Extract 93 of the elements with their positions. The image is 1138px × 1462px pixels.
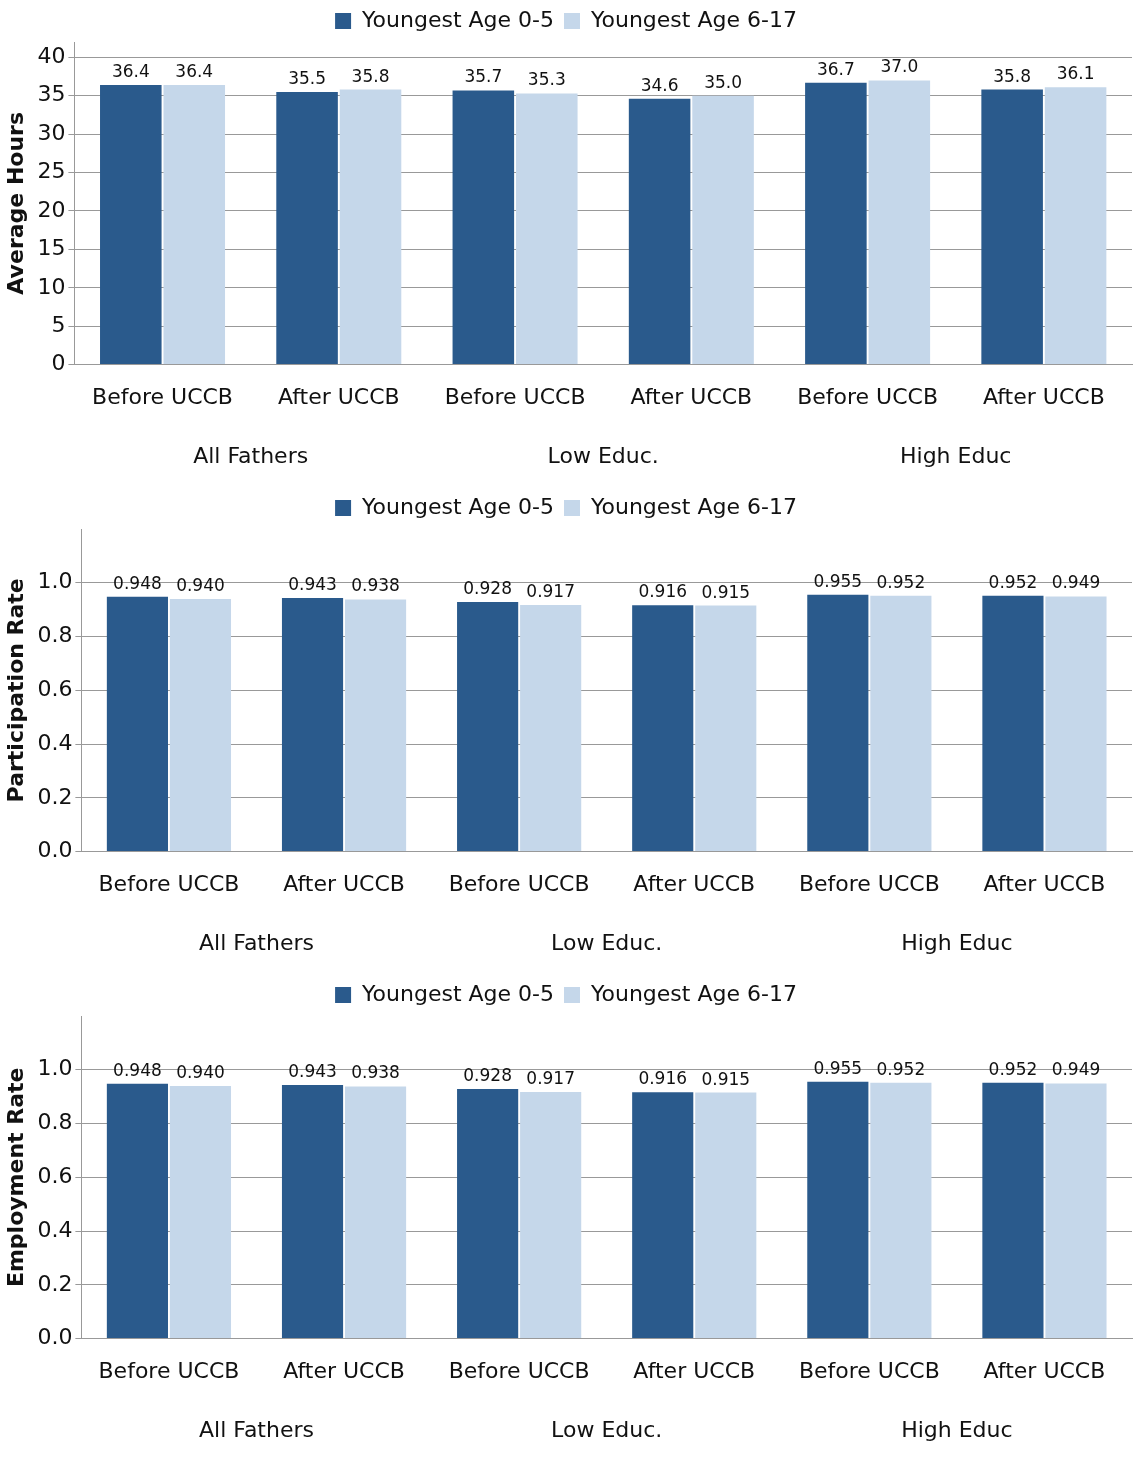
data-label: 36.4 [111,60,150,81]
y-tick-label: 5 [51,311,66,337]
y-tick-label: 1.0 [37,568,73,594]
x-tick-label: Before UCCB [798,870,940,896]
data-label: 0.949 [1051,1059,1101,1080]
data-label: 0.952 [876,1058,926,1079]
x-tick-label: After UCCB [633,870,756,896]
y-axis-title: Average Hours [2,111,28,295]
x-tick-label: After UCCB [283,1357,405,1383]
x-tick-label: Before UCCB [798,1357,940,1383]
data-label: 37.0 [880,56,919,77]
data-label: 36.7 [816,58,855,79]
data-label: 0.948 [113,572,162,593]
data-label: 0.943 [288,574,337,595]
legend-label: Youngest Age 6-17 [590,493,797,519]
y-tick-label: 0 [51,350,66,376]
x-tick-label: Before UCCB [448,1357,590,1383]
data-label: 0.955 [813,1057,863,1078]
data-label: 0.916 [638,581,688,602]
x-tick-label: Before UCCB [444,383,586,409]
data-label: 0.928 [463,578,512,599]
y-tick-label: 0.4 [37,1216,73,1242]
text: Low Educ. [551,1417,663,1443]
text: Low Educ. [547,443,659,469]
y-tick-label: 0.4 [37,729,73,755]
x-tick-label: Before UCCB [797,383,939,409]
text: All Fathers [193,443,309,469]
x-tick-label: Before UCCB [98,870,240,896]
y-axis-title: Employment Rate [2,1067,28,1288]
text: High Educ [900,443,1012,469]
legend-label: Youngest Age 0-5 [361,980,554,1006]
x-tick-label: Before UCCB [98,1357,240,1383]
y-tick-label: 0.2 [37,783,73,809]
data-label: 0.916 [638,1068,688,1089]
y-tick-label: 40 [37,43,66,69]
data-label: 0.949 [1051,572,1101,593]
data-label: 36.4 [175,60,214,81]
y-tick-label: 20 [37,196,66,222]
x-tick-label: After UCCB [983,1357,1106,1383]
y-tick-label: 15 [37,235,66,261]
data-label: 34.6 [640,74,679,95]
legend-label: Youngest Age 0-5 [361,493,554,519]
x-tick-label: After UCCB [277,383,400,409]
data-label: 0.940 [176,1061,225,1082]
data-label: 0.940 [176,574,225,595]
data-label: 35.8 [351,65,390,86]
legend-label: Youngest Age 0-5 [361,6,554,32]
data-label: 35.7 [464,66,503,87]
data-label: 0.955 [813,570,863,591]
y-tick-label: 35 [37,81,66,107]
x-tick-label: After UCCB [633,1357,756,1383]
text: All Fathers [198,1417,314,1443]
y-tick-label: 30 [37,119,66,145]
data-label: 0.917 [526,581,575,601]
data-label: 0.915 [701,1068,751,1089]
data-label: 0.948 [113,1059,162,1080]
y-tick-label: 0.8 [37,1109,73,1135]
y-tick-label: 0.6 [37,1163,73,1189]
data-label: 35.0 [704,71,742,92]
y-tick-label: 0.8 [37,622,73,648]
data-label: 0.938 [351,1062,400,1083]
legend-label: Youngest Age 6-17 [590,6,797,32]
y-tick-label: 0.0 [37,837,73,863]
data-label: 35.8 [993,65,1032,86]
x-tick-label: Before UCCB [92,383,233,409]
x-tick-label: After UCCB [983,870,1106,896]
data-label: 36.1 [1056,63,1095,84]
data-label: 0.928 [463,1065,512,1086]
data-label: 0.952 [988,571,1038,592]
data-label: 0.917 [526,1068,575,1088]
x-tick-label: After UCCB [982,383,1105,409]
data-label: 0.938 [351,575,400,596]
x-tick-label: After UCCB [283,870,405,896]
data-label: 0.915 [701,581,751,602]
data-label: 35.3 [527,69,566,90]
data-label: 0.952 [988,1058,1038,1079]
y-tick-label: 0.6 [37,676,73,702]
text: Low Educ. [551,930,663,956]
data-label: 0.943 [288,1061,337,1082]
y-axis-title: Participation Rate [2,578,28,803]
y-tick-label: 1.0 [37,1055,73,1081]
data-label: 35.5 [288,67,326,88]
data-label: 0.952 [876,571,926,592]
x-tick-label: After UCCB [630,383,753,409]
text: High Educ [901,1417,1013,1443]
text: High Educ [901,930,1013,956]
x-tick-label: Before UCCB [448,870,590,896]
y-tick-label: 25 [37,158,66,184]
y-tick-label: 0.2 [37,1270,73,1296]
text: All Fathers [198,930,314,956]
y-tick-label: 10 [37,273,66,299]
y-tick-label: 0.0 [37,1324,73,1350]
legend-label: Youngest Age 6-17 [590,980,797,1006]
